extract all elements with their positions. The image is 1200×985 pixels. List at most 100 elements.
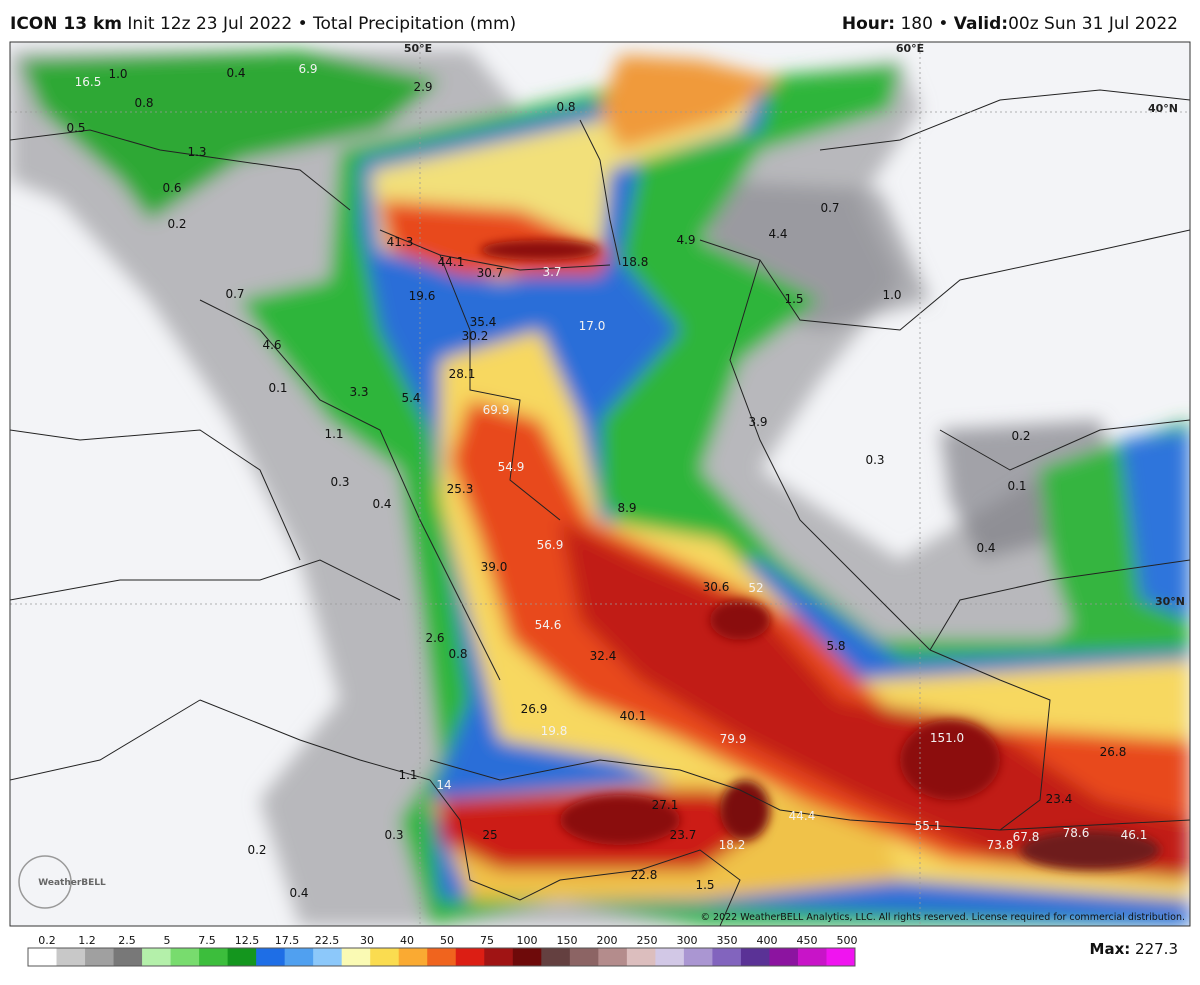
- colorbar-swatch: [626, 948, 656, 966]
- value-label: 30.7: [477, 266, 504, 280]
- value-label: 0.5: [66, 121, 85, 135]
- logo-text: WeatherBELL: [38, 878, 106, 888]
- value-labels: 50°E 60°E 40°N 30°N 16.5 1.0 0.4 6.9 2.9 0.8 0.8 0.…: [66, 42, 1185, 900]
- value-label: 151.0: [930, 731, 964, 745]
- colorbar-swatch: [398, 948, 428, 966]
- max-label: Max:: [1089, 940, 1131, 958]
- hour: 180: [900, 14, 933, 34]
- colorbar-tick-label: 200: [597, 934, 618, 947]
- colorbar-swatch: [683, 948, 713, 966]
- colorbar-swatch: [797, 948, 827, 966]
- colorbar-swatch: [427, 948, 457, 966]
- value-label: 1.1: [398, 768, 417, 782]
- value-label: 5.8: [826, 639, 845, 653]
- grid-label: 50°E: [404, 42, 432, 55]
- value-label: 0.4: [226, 66, 245, 80]
- value-label: 0.8: [556, 100, 575, 114]
- colorbar-swatch: [826, 948, 856, 966]
- colorbar-frame: [27, 947, 856, 967]
- value-label: 0.1: [268, 381, 287, 395]
- value-label: 4.6: [262, 338, 281, 352]
- precip-field: [10, 50, 1190, 926]
- value-label: 0.2: [1011, 429, 1030, 443]
- value-label: 25: [482, 828, 497, 842]
- colorbar-swatch: [113, 948, 143, 966]
- precip-cores: [480, 240, 1160, 870]
- init: Init 12z 23 Jul 2022: [127, 14, 293, 34]
- value-label: 0.7: [820, 201, 839, 215]
- value-label: 16.5: [75, 75, 102, 89]
- value-label: 40.1: [620, 709, 647, 723]
- grid-label: 60°E: [896, 42, 924, 55]
- value-label: 23.7: [670, 828, 697, 842]
- value-label: 39.0: [481, 560, 508, 574]
- colorbar-swatch: [370, 948, 400, 966]
- value-label: 26.9: [521, 702, 548, 716]
- value-label: 79.9: [720, 732, 747, 746]
- colorbar-swatch: [256, 948, 286, 966]
- colorbar-tick-label: 12.5: [235, 934, 260, 947]
- value-label: 44.4: [789, 809, 816, 823]
- value-label: 41.3: [387, 235, 414, 249]
- valid-label: Valid:: [953, 14, 1009, 34]
- colorbar-tick-label: 40: [400, 934, 414, 947]
- model: ICON 13 km: [10, 14, 122, 34]
- value-label: 0.3: [384, 828, 403, 842]
- colorbar-swatch: [769, 948, 799, 966]
- colorbar-tick-label: 350: [717, 934, 738, 947]
- value-label: 0.1: [1007, 479, 1026, 493]
- colorbar-swatch: [512, 948, 542, 966]
- value-label: 30.6: [703, 580, 730, 594]
- value-label: 1.3: [187, 145, 206, 159]
- header-left: ICON 13 km Init 12z 23 Jul 2022 • Total …: [10, 14, 516, 34]
- colorbar-tick-label: 100: [517, 934, 538, 947]
- value-label: 69.9: [483, 403, 510, 417]
- value-label: 6.9: [298, 62, 317, 76]
- colorbar-tick-label: 150: [557, 934, 578, 947]
- value-label: 1.0: [108, 67, 127, 81]
- value-label: 0.4: [289, 886, 308, 900]
- value-label: 27.1: [652, 798, 679, 812]
- colorbar-swatch: [455, 948, 485, 966]
- value-label: 19.6: [409, 289, 436, 303]
- value-label: 3.7: [542, 265, 561, 279]
- value-label: 3.3: [349, 385, 368, 399]
- value-label: 17.0: [579, 319, 606, 333]
- value-label: 0.6: [162, 181, 181, 195]
- field: Total Precipitation (mm): [313, 14, 517, 34]
- header-right: Hour: 180 • Valid:00z Sun 31 Jul 2022: [842, 14, 1178, 34]
- value-label: 2.9: [413, 80, 432, 94]
- colorbar-tick-label: 5: [164, 934, 171, 947]
- value-label: 22.8: [631, 868, 658, 882]
- value-label: 0.2: [247, 843, 266, 857]
- value-label: 18.2: [719, 838, 746, 852]
- colorbar-swatch: [598, 948, 628, 966]
- value-label: 8.9: [617, 501, 636, 515]
- value-label: 78.6: [1063, 826, 1090, 840]
- value-label: 0.2: [167, 217, 186, 231]
- colorbar-tick-label: 300: [677, 934, 698, 947]
- colorbar-swatch: [284, 948, 314, 966]
- colorbar-tick-label: 450: [797, 934, 818, 947]
- colorbar-swatch: [484, 948, 514, 966]
- value-label: 1.0: [882, 288, 901, 302]
- value-label: 0.8: [134, 96, 153, 110]
- value-label: 54.6: [535, 618, 562, 632]
- colorbar-swatch: [56, 948, 86, 966]
- value-label: 4.4: [768, 227, 787, 241]
- colorbar-tick-label: 22.5: [315, 934, 340, 947]
- colorbar-swatch: [569, 948, 599, 966]
- value-label: 0.3: [330, 475, 349, 489]
- copyright: © 2022 WeatherBELL Analytics, LLC. All r…: [701, 912, 1185, 923]
- borders: [10, 89, 1190, 926]
- separator: •: [297, 14, 308, 34]
- colorbar: 0.2 1.2 2.5 5 7.5 12.5 17.5 22.5 30 40 50 75 100 150 2…: [27, 934, 858, 967]
- colorbar-tick-label: 400: [757, 934, 778, 947]
- separator: •: [938, 14, 949, 34]
- colorbar-tick-label: 500: [837, 934, 858, 947]
- value-label: 1.1: [324, 427, 343, 441]
- value-label: 0.8: [448, 647, 467, 661]
- value-label: 0.3: [865, 453, 884, 467]
- value-label: 25.3: [447, 482, 474, 496]
